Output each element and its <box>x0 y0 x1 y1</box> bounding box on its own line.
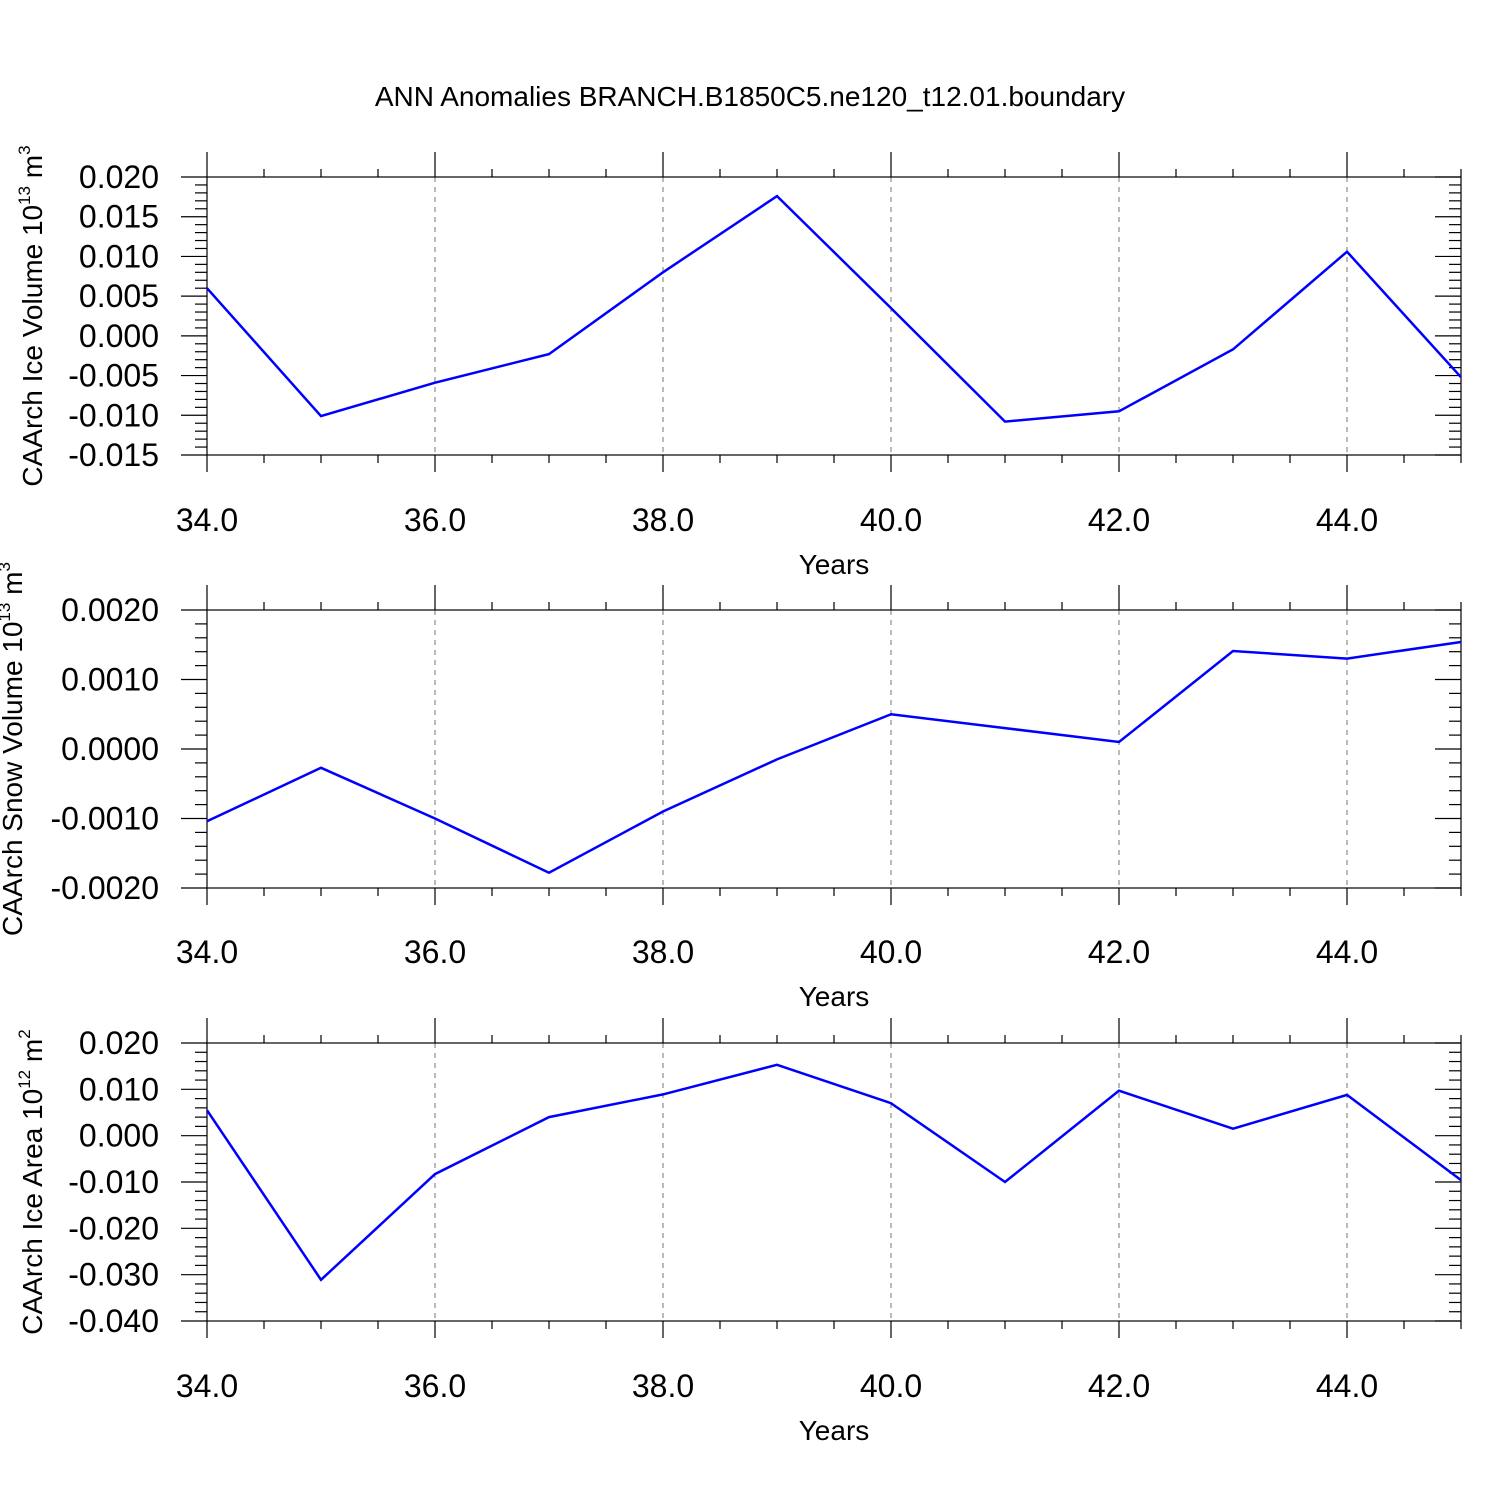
y-tick-label: 0.020 <box>79 159 159 195</box>
x-tick-label: 42.0 <box>1088 502 1150 538</box>
y-tick-label: -0.010 <box>68 397 159 433</box>
series-line <box>206 194 1462 423</box>
x-tick-label: 40.0 <box>860 502 922 538</box>
x-axis-label: Years <box>799 1415 870 1446</box>
y-tick-label: 0.0020 <box>61 592 159 628</box>
y-tick-label: 0.010 <box>79 1071 159 1107</box>
y-tick-label: 0.000 <box>79 318 159 354</box>
x-tick-label: 36.0 <box>404 934 466 970</box>
y-axis-label-part: CAArch Ice Area 10 <box>17 1089 48 1335</box>
y-tick-label: -0.015 <box>68 437 159 473</box>
x-tick-label: 34.0 <box>176 934 238 970</box>
x-tick-label: 34.0 <box>176 1368 238 1404</box>
y-axis-label-part: CAArch Snow Volume 10 <box>0 622 28 936</box>
y-tick-label: -0.030 <box>68 1257 159 1293</box>
y-tick-label: -0.010 <box>68 1164 159 1200</box>
x-tick-label: 44.0 <box>1316 502 1378 538</box>
x-tick-label: 38.0 <box>632 934 694 970</box>
y-tick-label: -0.040 <box>68 1303 159 1339</box>
y-axis-label: CAArch Ice Volume 1013 m3 <box>15 145 48 486</box>
y-axis-label-part: m <box>17 1039 48 1070</box>
y-tick-label: -0.020 <box>68 1210 159 1246</box>
x-tick-label: 34.0 <box>176 502 238 538</box>
y-tick-label: 0.010 <box>79 238 159 274</box>
y-tick-label: 0.0010 <box>61 662 159 698</box>
panel-2: 0.0020 0.0010 0.0000 -0.0010 -0.0020 34.0 36.0… <box>0 562 1462 1012</box>
y-axis-label: CAArch Snow Volume 1013 m3 <box>0 562 28 936</box>
x-tick-label: 38.0 <box>632 502 694 538</box>
y-tick-label: 0.000 <box>79 1118 159 1154</box>
x-tick-label: 40.0 <box>860 1368 922 1404</box>
panel-3: 0.020 0.010 0.000 -0.010 -0.020 -0.030 -0.040 3… <box>15 1018 1462 1446</box>
x-tick-label: 42.0 <box>1088 934 1150 970</box>
y-tick-label: -0.0020 <box>50 870 159 906</box>
y-tick-label: -0.0010 <box>50 801 159 837</box>
y-axis-label: CAArch Ice Area 1012 m2 <box>15 1029 48 1334</box>
y-axis-label-part: m <box>17 155 48 186</box>
y-axis-label-part: m <box>0 572 28 603</box>
y-axis-label-superscript: 3 <box>15 145 34 154</box>
series-line <box>205 1063 1462 1282</box>
x-tick-label: 42.0 <box>1088 1368 1150 1404</box>
y-axis-label-superscript: 13 <box>15 186 34 205</box>
x-axis-label: Years <box>799 981 870 1012</box>
y-tick-label: 0.005 <box>79 278 159 314</box>
x-tick-label: 44.0 <box>1316 934 1378 970</box>
y-tick-label: 0.020 <box>79 1025 159 1061</box>
y-tick-label: -0.005 <box>68 358 159 394</box>
x-tick-label: 38.0 <box>632 1368 694 1404</box>
panels: 0.0200.0150.0100.0050.000-0.005-0.010-0.… <box>0 145 1462 1446</box>
x-tick-label: 40.0 <box>860 934 922 970</box>
y-axis-label-superscript: 2 <box>15 1029 34 1038</box>
y-tick-label: 0.0000 <box>61 731 159 767</box>
y-axis-label-part: CAArch Ice Volume 10 <box>17 205 48 487</box>
y-axis-label-superscript: 12 <box>15 1070 34 1089</box>
x-tick-label: 36.0 <box>404 502 466 538</box>
x-tick-label: 44.0 <box>1316 1368 1378 1404</box>
y-tick-label: 0.015 <box>79 199 159 235</box>
chart-title: ANN Anomalies BRANCH.B1850C5.ne120_t12.0… <box>375 81 1125 112</box>
y-axis-label-superscript: 3 <box>0 562 14 571</box>
y-axis-label-superscript: 13 <box>0 603 14 622</box>
x-tick-label: 36.0 <box>404 1368 466 1404</box>
series-line <box>206 640 1462 875</box>
plot-frame <box>206 609 1462 889</box>
x-axis-label: Years <box>799 549 870 580</box>
